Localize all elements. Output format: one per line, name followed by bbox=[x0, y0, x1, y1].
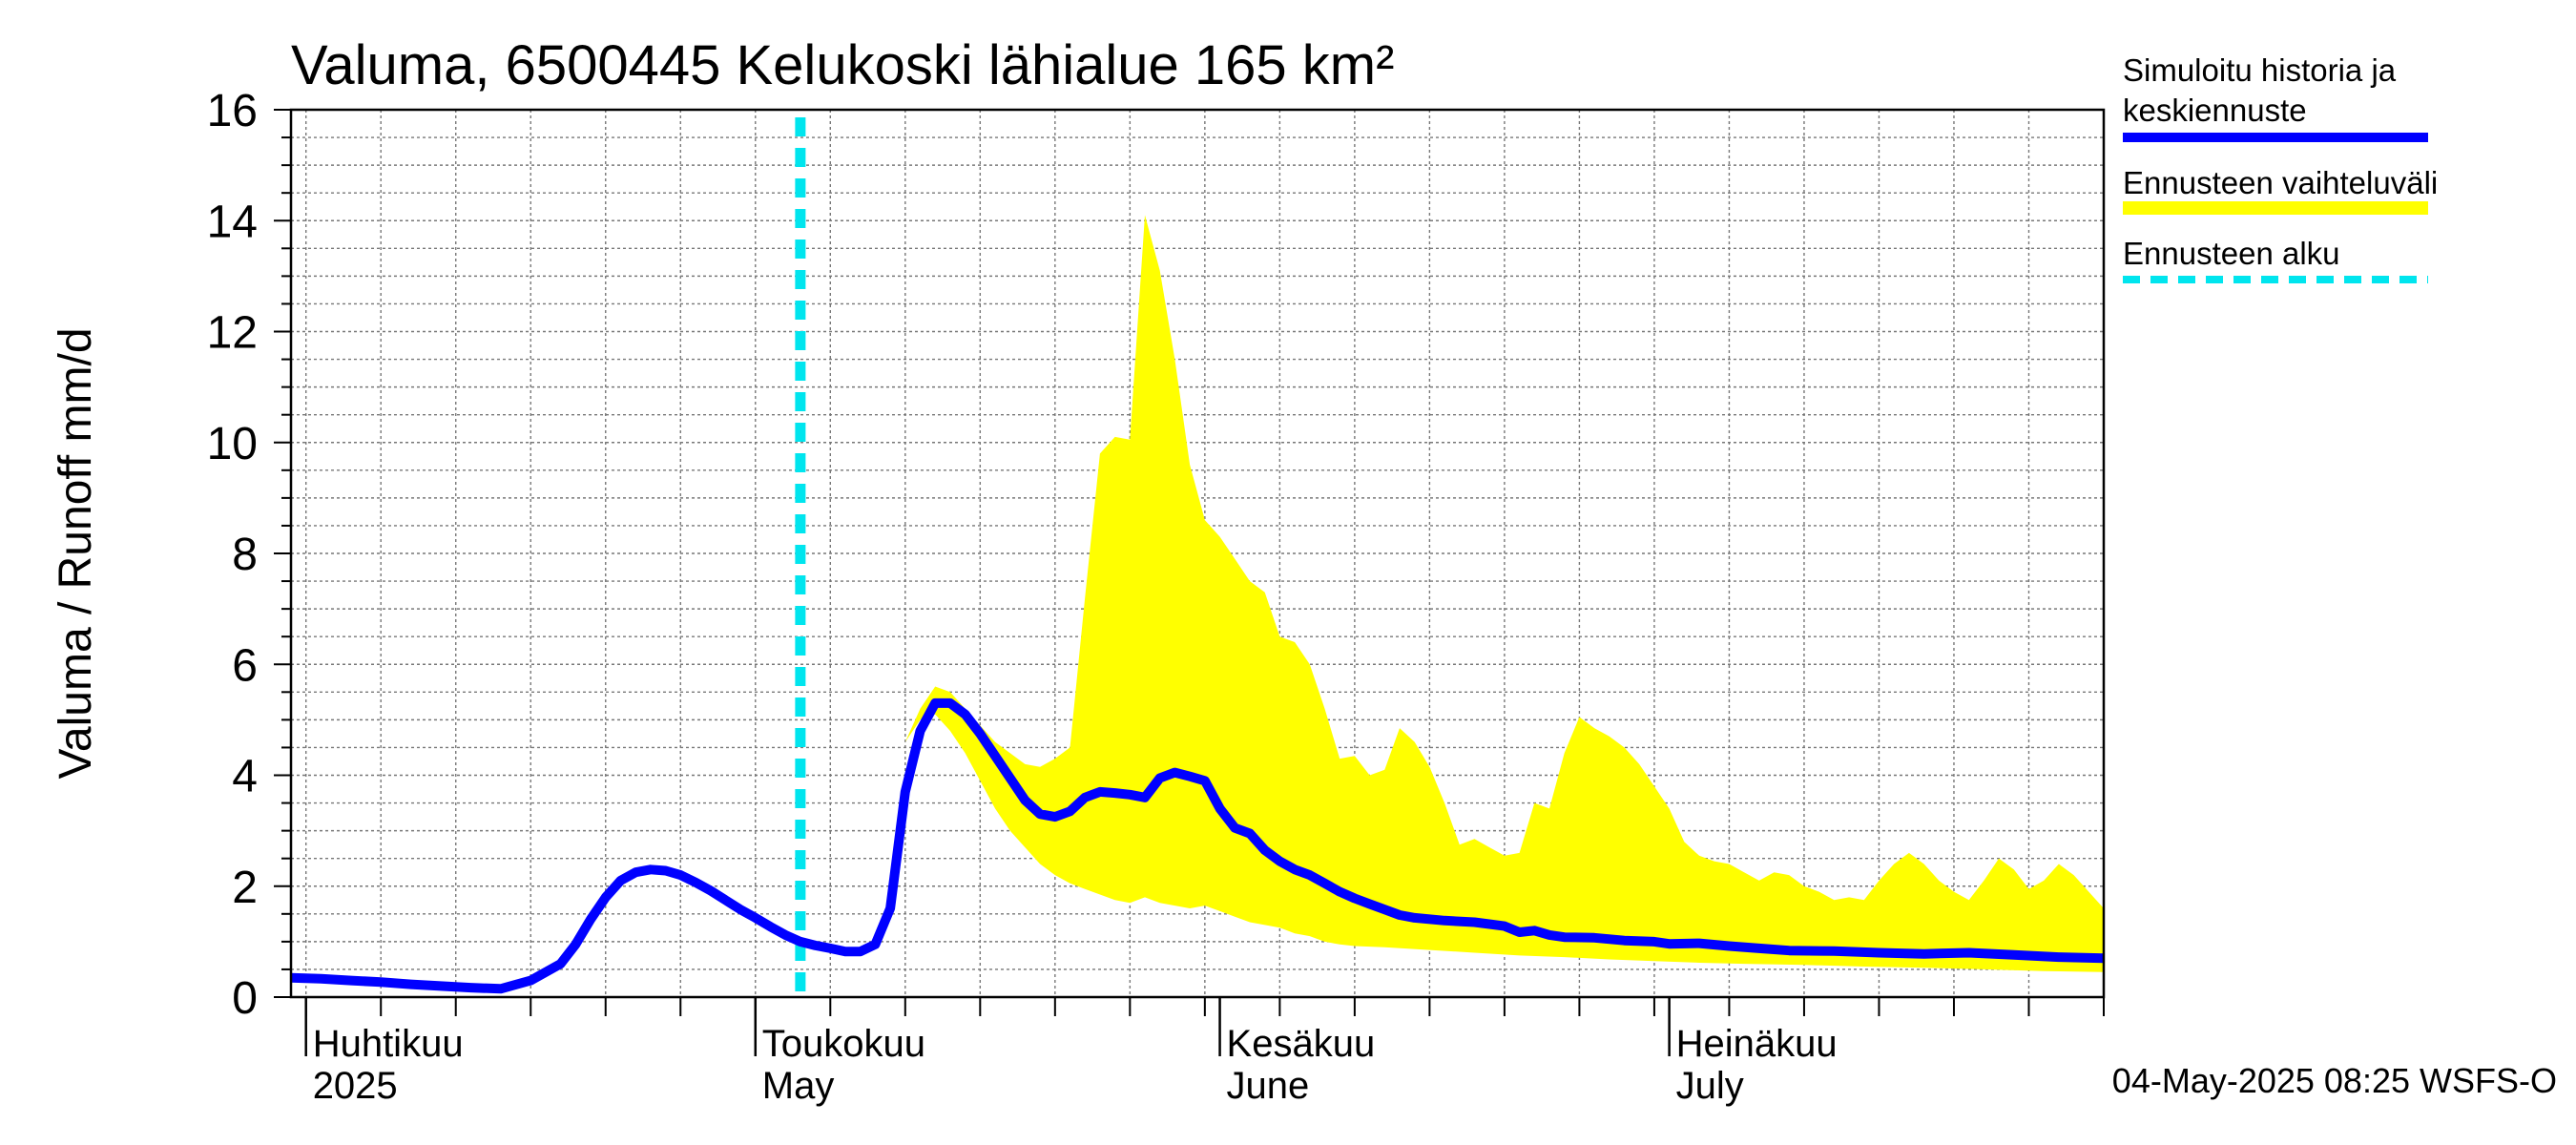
legend-label-mean-line1: Simuloitu historia ja bbox=[2123, 52, 2397, 88]
legend-label-range: Ennusteen vaihteluväli bbox=[2123, 165, 2438, 200]
y-tick-label: 16 bbox=[207, 86, 258, 136]
legend-label-mean-line2: keskiennuste bbox=[2123, 93, 2307, 128]
mean-series bbox=[291, 697, 2104, 994]
y-axis-ticks: 0 2 4 6 8 10 12 14 16 bbox=[207, 86, 291, 1024]
y-tick-label: 2 bbox=[232, 863, 258, 913]
x-month-label: Toukokuu bbox=[762, 1023, 925, 1065]
y-tick-label: 10 bbox=[207, 419, 258, 469]
chart-title: Valuma, 6500445 Kelukoski lähialue 165 k… bbox=[291, 34, 1394, 96]
y-tick-label: 6 bbox=[232, 640, 258, 691]
y-tick-label: 12 bbox=[207, 308, 258, 359]
timestamp-footer: 04-May-2025 08:25 WSFS-O bbox=[2112, 1061, 2557, 1100]
x-month-label: Heinäkuu bbox=[1676, 1023, 1838, 1065]
mean-forecast-line bbox=[291, 697, 2104, 994]
legend: Simuloitu historia ja keskiennuste Ennuste… bbox=[2123, 52, 2438, 283]
y-tick-label: 8 bbox=[232, 530, 258, 580]
x-axis-ticks bbox=[304, 997, 2105, 1056]
y-tick-label: 14 bbox=[207, 197, 258, 247]
x-month-sublabel: July bbox=[1676, 1065, 1744, 1107]
y-axis-label: Valuma / Runoff mm/d bbox=[51, 327, 101, 779]
x-month-label: Huhtikuu bbox=[313, 1023, 464, 1065]
x-month-label: Kesäkuu bbox=[1227, 1023, 1376, 1065]
x-month-sublabel: May bbox=[762, 1065, 835, 1107]
x-month-sublabel: June bbox=[1227, 1065, 1310, 1107]
y-tick-label: 0 bbox=[232, 973, 258, 1024]
x-month-sublabel: 2025 bbox=[313, 1065, 398, 1107]
y-tick-label: 4 bbox=[232, 752, 258, 802]
legend-label-forecast-start: Ennusteen alku bbox=[2123, 236, 2340, 271]
